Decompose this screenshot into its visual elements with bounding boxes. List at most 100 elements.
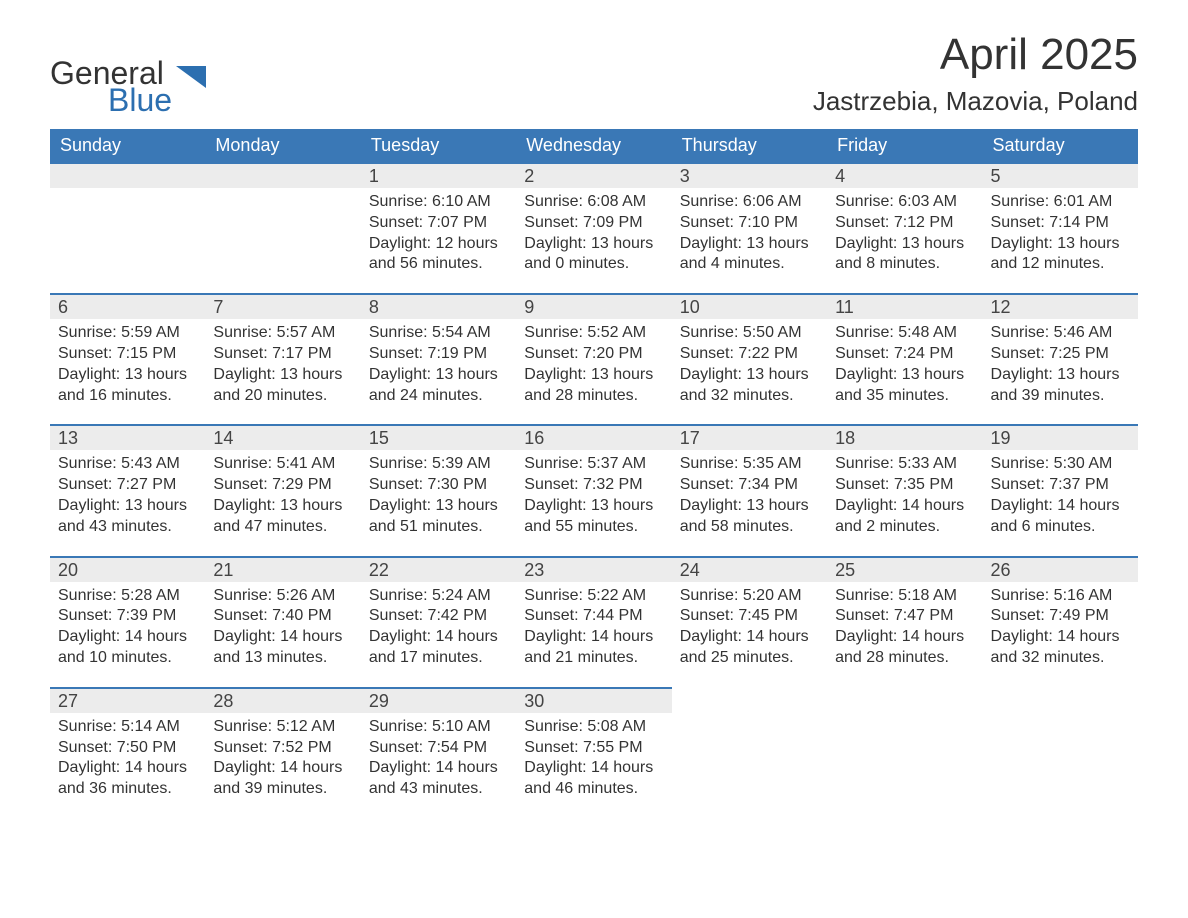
sunset-text: Sunset: 7:15 PM [58,344,197,365]
day-cell: Sunrise: 5:22 AMSunset: 7:44 PMDaylight:… [516,582,671,687]
daylight-text-line1: Daylight: 14 hours [835,627,974,648]
daylight-text-line1: Daylight: 13 hours [835,234,974,255]
daylight-text-line2: and 56 minutes. [369,254,508,275]
day-cell [983,713,1138,818]
day-content-row: Sunrise: 5:14 AMSunset: 7:50 PMDaylight:… [50,713,1138,818]
day-content-row: Sunrise: 6:10 AMSunset: 7:07 PMDaylight:… [50,188,1138,293]
daylight-text-line1: Daylight: 13 hours [524,496,663,517]
daylight-text-line1: Daylight: 13 hours [213,496,352,517]
sunrise-text: Sunrise: 5:37 AM [524,454,663,475]
daylight-text-line1: Daylight: 14 hours [369,758,508,779]
daylight-text-line2: and 51 minutes. [369,517,508,538]
day-content-row: Sunrise: 5:43 AMSunset: 7:27 PMDaylight:… [50,450,1138,555]
daylight-text-line2: and 28 minutes. [835,648,974,669]
day-number: 1 [361,162,516,188]
logo: General Blue [50,30,206,114]
location-subtitle: Jastrzebia, Mazovia, Poland [813,86,1138,117]
sunrise-text: Sunrise: 5:28 AM [58,586,197,607]
weekday-header: Friday [827,129,982,162]
day-number: 27 [50,687,205,713]
day-number: 29 [361,687,516,713]
daylight-text-line2: and 16 minutes. [58,386,197,407]
day-cell: Sunrise: 5:18 AMSunset: 7:47 PMDaylight:… [827,582,982,687]
month-title: April 2025 [813,30,1138,80]
day-number-row: 27282930 [50,687,1138,713]
sunset-text: Sunset: 7:29 PM [213,475,352,496]
daylight-text-line2: and 32 minutes. [991,648,1130,669]
daylight-text-line1: Daylight: 13 hours [213,365,352,386]
sunrise-text: Sunrise: 6:08 AM [524,192,663,213]
daylight-text-line2: and 0 minutes. [524,254,663,275]
day-cell: Sunrise: 5:12 AMSunset: 7:52 PMDaylight:… [205,713,360,818]
day-number-row: 6789101112 [50,293,1138,319]
daylight-text-line2: and 47 minutes. [213,517,352,538]
sunset-text: Sunset: 7:37 PM [991,475,1130,496]
daylight-text-line1: Daylight: 14 hours [369,627,508,648]
day-cell: Sunrise: 5:30 AMSunset: 7:37 PMDaylight:… [983,450,1138,555]
sunrise-text: Sunrise: 5:35 AM [680,454,819,475]
sunrise-text: Sunrise: 5:57 AM [213,323,352,344]
daylight-text-line2: and 6 minutes. [991,517,1130,538]
day-cell: Sunrise: 5:16 AMSunset: 7:49 PMDaylight:… [983,582,1138,687]
daylight-text-line1: Daylight: 13 hours [369,365,508,386]
sunrise-text: Sunrise: 5:18 AM [835,586,974,607]
logo-flag-icon [176,66,206,93]
daylight-text-line1: Daylight: 14 hours [835,496,974,517]
daylight-text-line2: and 36 minutes. [58,779,197,800]
day-number: 9 [516,293,671,319]
sunset-text: Sunset: 7:19 PM [369,344,508,365]
sunrise-text: Sunrise: 5:59 AM [58,323,197,344]
sunrise-text: Sunrise: 5:16 AM [991,586,1130,607]
day-number: 28 [205,687,360,713]
sunset-text: Sunset: 7:25 PM [991,344,1130,365]
sunset-text: Sunset: 7:30 PM [369,475,508,496]
day-cell: Sunrise: 5:26 AMSunset: 7:40 PMDaylight:… [205,582,360,687]
daylight-text-line2: and 32 minutes. [680,386,819,407]
day-cell: Sunrise: 5:50 AMSunset: 7:22 PMDaylight:… [672,319,827,424]
sunrise-text: Sunrise: 6:10 AM [369,192,508,213]
daylight-text-line2: and 10 minutes. [58,648,197,669]
daylight-text-line2: and 21 minutes. [524,648,663,669]
day-number: 11 [827,293,982,319]
sunrise-text: Sunrise: 5:33 AM [835,454,974,475]
daylight-text-line2: and 12 minutes. [991,254,1130,275]
sunset-text: Sunset: 7:32 PM [524,475,663,496]
sunrise-text: Sunrise: 6:06 AM [680,192,819,213]
sunset-text: Sunset: 7:14 PM [991,213,1130,234]
day-cell: Sunrise: 5:52 AMSunset: 7:20 PMDaylight:… [516,319,671,424]
day-number: 14 [205,424,360,450]
daylight-text-line1: Daylight: 14 hours [58,627,197,648]
day-number: 30 [516,687,671,713]
sunset-text: Sunset: 7:20 PM [524,344,663,365]
sunrise-text: Sunrise: 5:08 AM [524,717,663,738]
day-number: 7 [205,293,360,319]
day-number: 3 [672,162,827,188]
day-cell: Sunrise: 6:03 AMSunset: 7:12 PMDaylight:… [827,188,982,293]
sunset-text: Sunset: 7:44 PM [524,606,663,627]
day-cell: Sunrise: 6:10 AMSunset: 7:07 PMDaylight:… [361,188,516,293]
daylight-text-line1: Daylight: 13 hours [680,234,819,255]
daylight-text-line1: Daylight: 12 hours [369,234,508,255]
sunset-text: Sunset: 7:52 PM [213,738,352,759]
day-number [50,162,205,188]
sunrise-text: Sunrise: 5:20 AM [680,586,819,607]
sunrise-text: Sunrise: 5:41 AM [213,454,352,475]
calendar-page: General Blue April 2025 Jastrzebia, Mazo… [0,0,1188,858]
day-number: 24 [672,556,827,582]
day-content-row: Sunrise: 5:59 AMSunset: 7:15 PM Daylight:… [50,319,1138,424]
sunrise-text: Sunrise: 5:24 AM [369,586,508,607]
day-number: 16 [516,424,671,450]
day-number: 10 [672,293,827,319]
sunset-text: Sunset: 7:40 PM [213,606,352,627]
weekday-header: Wednesday [516,129,671,162]
sunrise-text: Sunrise: 5:48 AM [835,323,974,344]
sunset-text: Sunset: 7:34 PM [680,475,819,496]
day-cell: Sunrise: 6:08 AMSunset: 7:09 PMDaylight:… [516,188,671,293]
day-number: 26 [983,556,1138,582]
daylight-text-line1: Daylight: 13 hours [58,496,197,517]
sunset-text: Sunset: 7:17 PM [213,344,352,365]
day-cell [672,713,827,818]
sunrise-text: Sunrise: 5:22 AM [524,586,663,607]
daylight-text-line2: and 58 minutes. [680,517,819,538]
daylight-text-line2: and 28 minutes. [524,386,663,407]
